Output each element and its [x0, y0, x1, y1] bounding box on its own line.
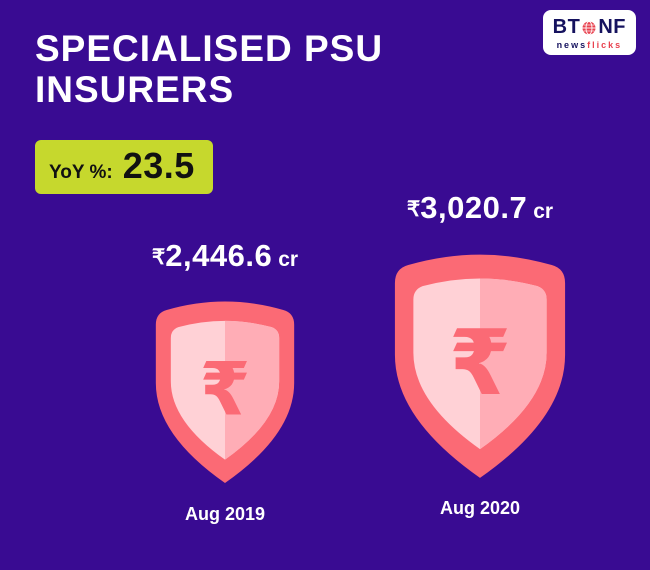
- shield-icon-small: ₹: [155, 301, 295, 483]
- logo-bt-text: BT: [552, 16, 581, 38]
- page-title-line1: SPECIALISED PSU: [35, 28, 384, 69]
- period-label-aug-2020: Aug 2020: [439, 498, 521, 518]
- rupee-icon: ₹: [199, 348, 250, 433]
- value-unit: cr: [278, 248, 299, 271]
- rupee-symbol: ₹: [151, 246, 166, 269]
- value-unit: cr: [533, 200, 554, 223]
- value-number: 2,446.6: [165, 238, 273, 273]
- logo-tagline: newsflicks: [553, 40, 626, 50]
- rupee-symbol: ₹: [406, 198, 421, 221]
- period-label-aug-2019: Aug 2019: [184, 504, 266, 524]
- yoy-badge-label: YoY %:: [49, 162, 113, 183]
- data-group-aug-2019: ₹2,446.6 cr ₹ Aug 2019: [125, 238, 325, 525]
- value-number: 3,020.7: [420, 190, 528, 225]
- yoy-badge-value: 23.5: [122, 145, 195, 186]
- logo-tagline-news: news: [556, 40, 588, 50]
- shield-icon-large: ₹: [394, 254, 566, 478]
- page-title-line2: INSURERS: [35, 69, 235, 111]
- value-aug-2019: ₹2,446.6 cr: [125, 238, 325, 274]
- btnf-logo-top: BT NF: [553, 16, 626, 39]
- rupee-icon: ₹: [449, 311, 512, 416]
- btnf-logo: BT NF newsflicks: [542, 10, 636, 55]
- data-group-aug-2020: ₹3,020.7 cr ₹ Aug 2020: [368, 190, 592, 519]
- globe-icon: [582, 20, 596, 35]
- page-title: SPECIALISED PSU INSURERS: [35, 28, 383, 111]
- logo-tagline-flicks: flicks: [587, 40, 623, 50]
- value-aug-2020: ₹3,020.7 cr: [368, 190, 592, 226]
- yoy-badge: YoY %: 23.5: [35, 140, 213, 194]
- logo-nf-text: NF: [598, 16, 626, 38]
